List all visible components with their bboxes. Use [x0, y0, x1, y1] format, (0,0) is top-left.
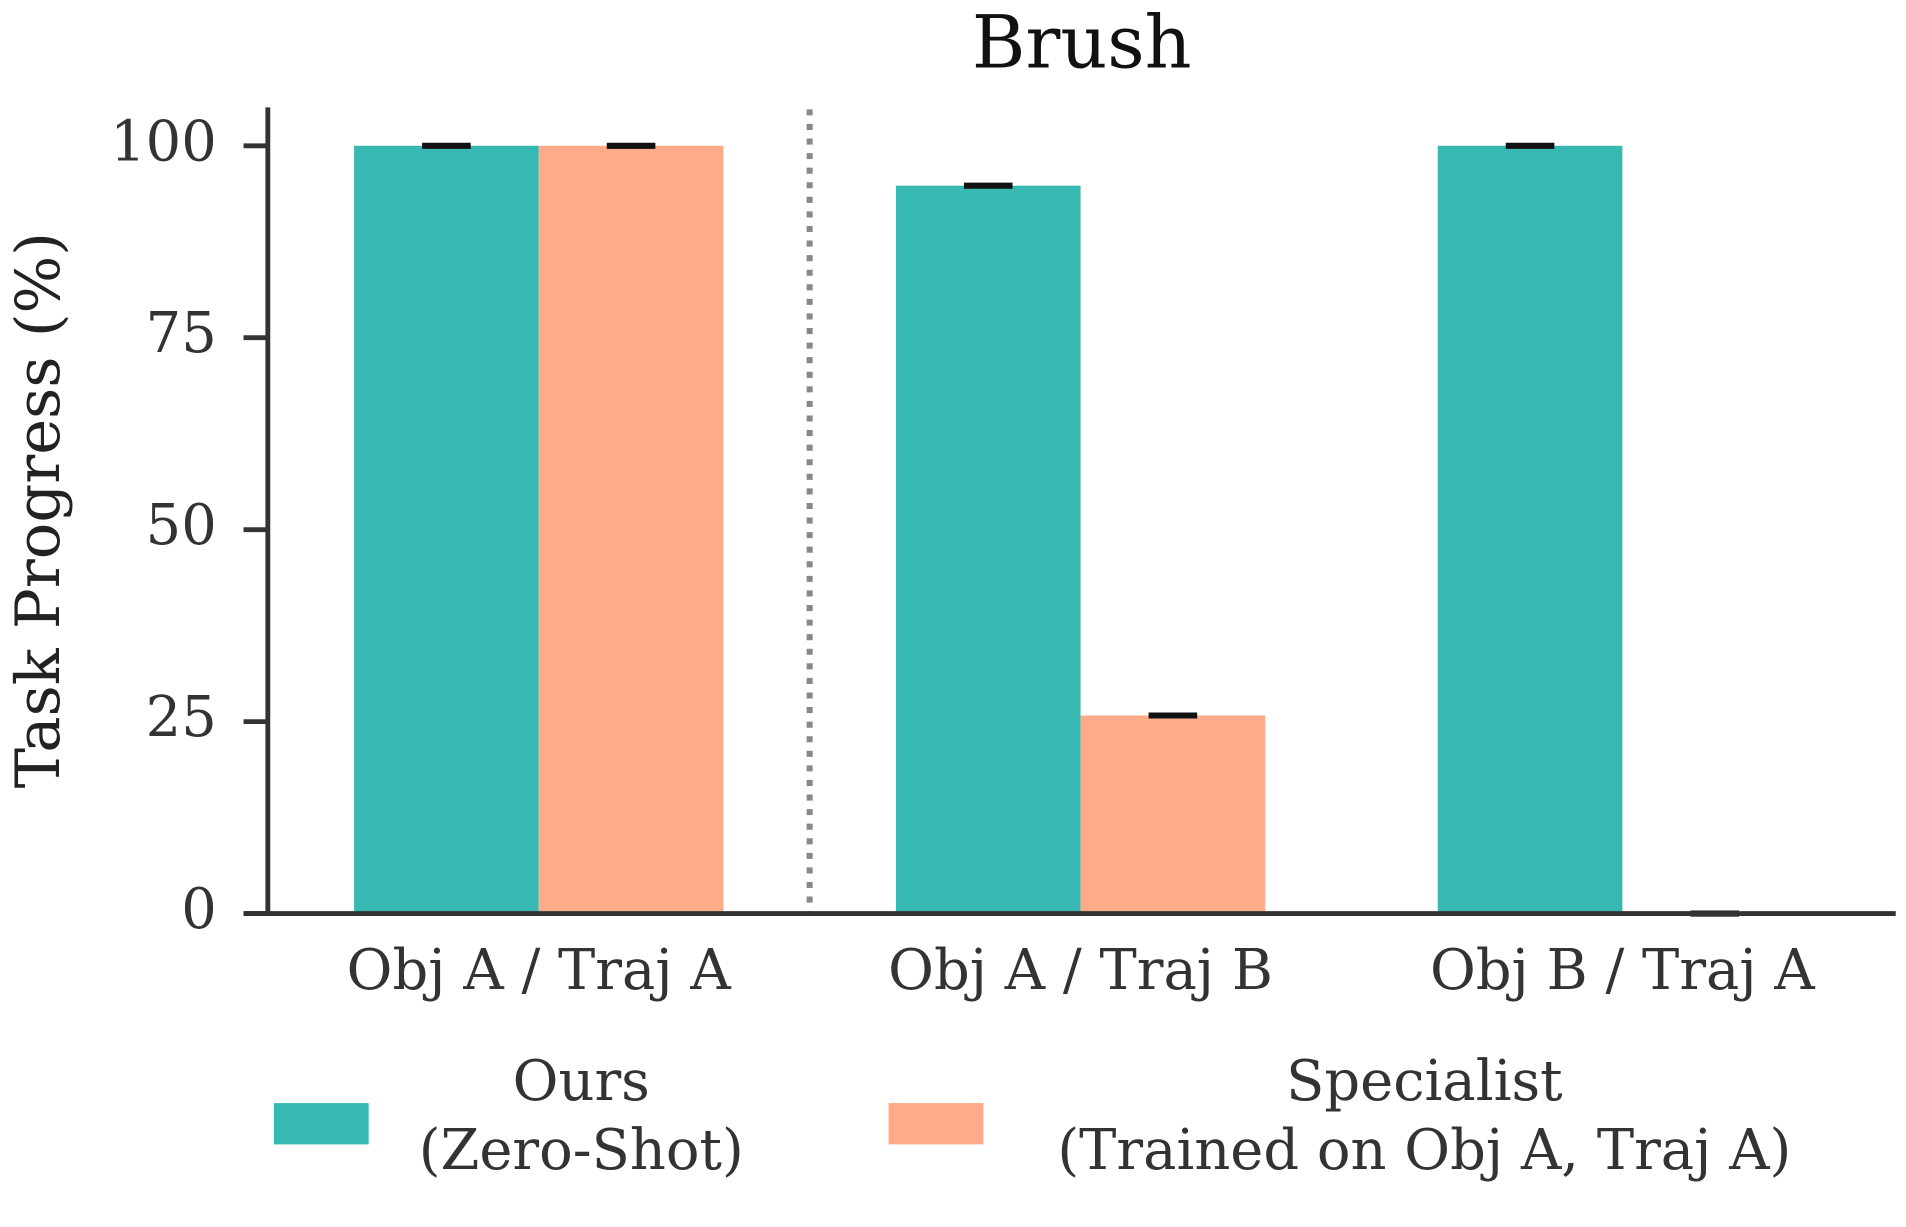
y-tick-label: 75 [146, 301, 217, 366]
y-tick-label: 100 [110, 109, 217, 174]
y-axis-label: Task Progress (%) [4, 232, 74, 788]
legend-swatch [273, 1103, 369, 1145]
y-tick-label: 50 [146, 493, 217, 558]
x-tick-label: Obj A / Traj A [347, 938, 732, 1003]
x-tick-label: Obj A / Traj B [888, 938, 1273, 1003]
bar [1437, 145, 1623, 914]
bar [538, 145, 724, 914]
bar [1080, 715, 1266, 914]
bar [354, 145, 539, 914]
legend-label: Specialist (Trained on Obj A, Traj A) [1057, 1048, 1791, 1182]
bar [895, 185, 1081, 914]
x-tick-label: Obj B / Traj A [1430, 938, 1815, 1003]
y-tick-label: 25 [146, 685, 217, 750]
legend-label: Ours (Zero-Shot) [419, 1048, 744, 1182]
chart-title: Brush [972, 1, 1192, 86]
legend-swatch [888, 1103, 984, 1145]
y-tick-label: 0 [181, 877, 217, 942]
